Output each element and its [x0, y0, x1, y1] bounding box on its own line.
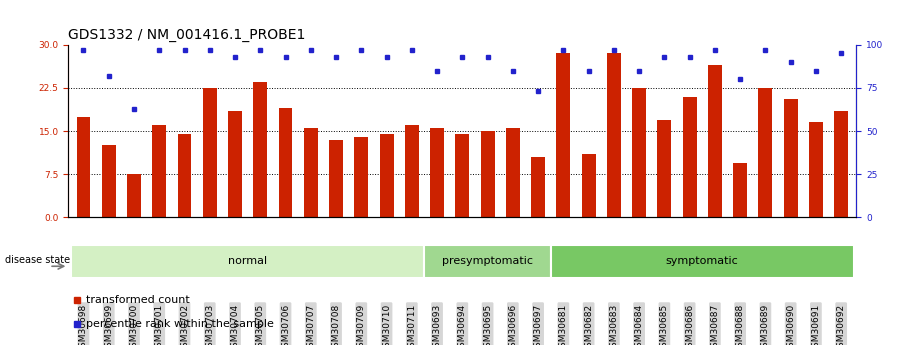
Bar: [404, 125, 419, 217]
Bar: [304, 128, 318, 217]
Text: GSM30699: GSM30699: [104, 304, 113, 345]
Text: GSM30705: GSM30705: [256, 304, 265, 345]
Text: symptomatic: symptomatic: [666, 256, 739, 266]
Text: GSM30700: GSM30700: [129, 304, 138, 345]
Text: GSM30708: GSM30708: [332, 304, 341, 345]
Bar: [834, 111, 848, 217]
Text: GSM30691: GSM30691: [812, 304, 821, 345]
Text: GSM30706: GSM30706: [281, 304, 290, 345]
Text: normal: normal: [228, 256, 267, 266]
Text: GSM30709: GSM30709: [357, 304, 366, 345]
Text: GSM30702: GSM30702: [180, 304, 189, 345]
Bar: [380, 134, 394, 217]
Text: GSM30682: GSM30682: [584, 304, 593, 345]
Text: GDS1332 / NM_001416.1_PROBE1: GDS1332 / NM_001416.1_PROBE1: [68, 28, 306, 42]
Text: GSM30692: GSM30692: [836, 304, 845, 345]
Bar: [203, 88, 217, 217]
Text: GSM30681: GSM30681: [558, 304, 568, 345]
Bar: [228, 111, 242, 217]
Bar: [71, 245, 425, 278]
Bar: [658, 120, 671, 217]
Text: GSM30707: GSM30707: [306, 304, 315, 345]
Text: GSM30698: GSM30698: [79, 304, 88, 345]
Bar: [759, 88, 773, 217]
Text: GSM30696: GSM30696: [508, 304, 517, 345]
Bar: [102, 146, 116, 217]
Text: GSM30703: GSM30703: [205, 304, 214, 345]
Text: GSM30689: GSM30689: [761, 304, 770, 345]
Text: percentile rank within the sample: percentile rank within the sample: [86, 319, 273, 329]
Text: disease state: disease state: [5, 255, 69, 265]
Text: presymptomatic: presymptomatic: [442, 256, 533, 266]
Bar: [77, 117, 90, 217]
Bar: [551, 245, 854, 278]
Text: GSM30710: GSM30710: [382, 304, 391, 345]
Bar: [531, 157, 545, 217]
Bar: [506, 128, 520, 217]
Bar: [581, 154, 596, 217]
Text: GSM30683: GSM30683: [609, 304, 619, 345]
Bar: [632, 88, 646, 217]
Text: GSM30701: GSM30701: [155, 304, 164, 345]
Text: GSM30688: GSM30688: [736, 304, 744, 345]
Bar: [253, 82, 267, 217]
Bar: [682, 97, 697, 217]
Text: GSM30693: GSM30693: [433, 304, 442, 345]
Bar: [178, 134, 191, 217]
Text: GSM30686: GSM30686: [685, 304, 694, 345]
Bar: [557, 53, 570, 217]
Bar: [481, 131, 495, 217]
Text: GSM30697: GSM30697: [534, 304, 543, 345]
Text: GSM30690: GSM30690: [786, 304, 795, 345]
Text: GSM30685: GSM30685: [660, 304, 669, 345]
Bar: [354, 137, 368, 217]
Text: GSM30704: GSM30704: [230, 304, 240, 345]
Bar: [783, 99, 798, 217]
Bar: [456, 134, 469, 217]
Bar: [607, 53, 620, 217]
Text: GSM30695: GSM30695: [483, 304, 492, 345]
Bar: [708, 65, 722, 217]
Bar: [329, 140, 343, 217]
Bar: [430, 128, 444, 217]
Text: transformed count: transformed count: [86, 295, 189, 305]
Text: GSM30711: GSM30711: [407, 304, 416, 345]
Text: GSM30684: GSM30684: [635, 304, 644, 345]
Bar: [809, 122, 823, 217]
Text: GSM30687: GSM30687: [711, 304, 720, 345]
Bar: [127, 174, 141, 217]
Bar: [733, 163, 747, 217]
Bar: [425, 245, 551, 278]
Bar: [152, 125, 166, 217]
Bar: [279, 108, 292, 217]
Text: GSM30694: GSM30694: [458, 304, 466, 345]
